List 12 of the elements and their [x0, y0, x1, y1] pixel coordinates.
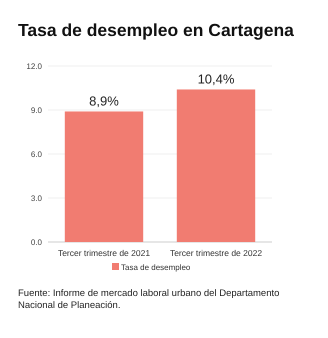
source-note: Fuente: Informe de mercado laboral urbano del Departamento Nacional de Planeación. — [18, 288, 280, 311]
x-tick-label: Tercer trimestre de 2021 — [58, 248, 150, 258]
data-label: 8,9% — [89, 93, 120, 108]
y-tick-label: 3.0 — [30, 194, 43, 203]
y-tick-label: 6.0 — [30, 150, 43, 159]
y-tick-label: 9.0 — [30, 106, 43, 115]
chart-title: Tasa de desempleo en Cartagena — [18, 20, 294, 40]
y-tick-label: 0.0 — [30, 238, 43, 247]
x-tick-label: Tercer trimestre de 2022 — [170, 248, 262, 258]
legend-label: Tasa de desempleo — [121, 263, 191, 272]
y-tick-label: 12.0 — [26, 62, 43, 71]
data-label: 10,4% — [198, 71, 235, 86]
